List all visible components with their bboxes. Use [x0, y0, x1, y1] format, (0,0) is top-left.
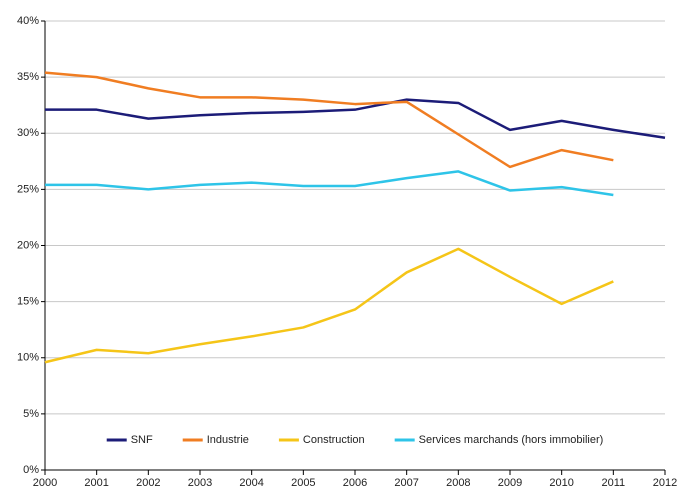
x-tick-label: 2012 [653, 477, 677, 489]
legend-label: Services marchands (hors immobilier) [419, 434, 604, 446]
x-tick-label: 2008 [446, 477, 470, 489]
x-tick-label: 2000 [33, 477, 57, 489]
y-tick-label: 25% [17, 183, 39, 195]
series-line [44, 247, 614, 364]
legend-label: Construction [303, 434, 365, 446]
y-tick-label: 35% [17, 71, 39, 83]
series-line [45, 98, 666, 139]
legend-label: Industrie [207, 434, 249, 446]
x-tick-label: 2011 [602, 477, 626, 489]
y-tick-label: 40% [17, 15, 39, 27]
y-tick-label: 5% [23, 408, 39, 420]
y-tick-label: 15% [17, 296, 39, 308]
series-line [45, 170, 614, 197]
x-tick-label: 2006 [343, 477, 367, 489]
y-tick-label: 30% [17, 127, 39, 139]
y-tick-label: 0% [23, 464, 39, 476]
x-tick-label: 2009 [498, 477, 522, 489]
x-tick-label: 2010 [549, 477, 573, 489]
x-tick-label: 2002 [136, 477, 160, 489]
x-tick-label: 2003 [188, 477, 212, 489]
y-tick-label: 10% [17, 352, 39, 364]
y-tick-label: 20% [17, 239, 39, 251]
series-line [44, 71, 614, 169]
x-tick-label: 2007 [394, 477, 418, 489]
legend-label: SNF [131, 434, 153, 446]
x-tick-label: 2005 [291, 477, 315, 489]
x-tick-label: 2004 [239, 477, 263, 489]
x-tick-label: 2001 [84, 477, 108, 489]
